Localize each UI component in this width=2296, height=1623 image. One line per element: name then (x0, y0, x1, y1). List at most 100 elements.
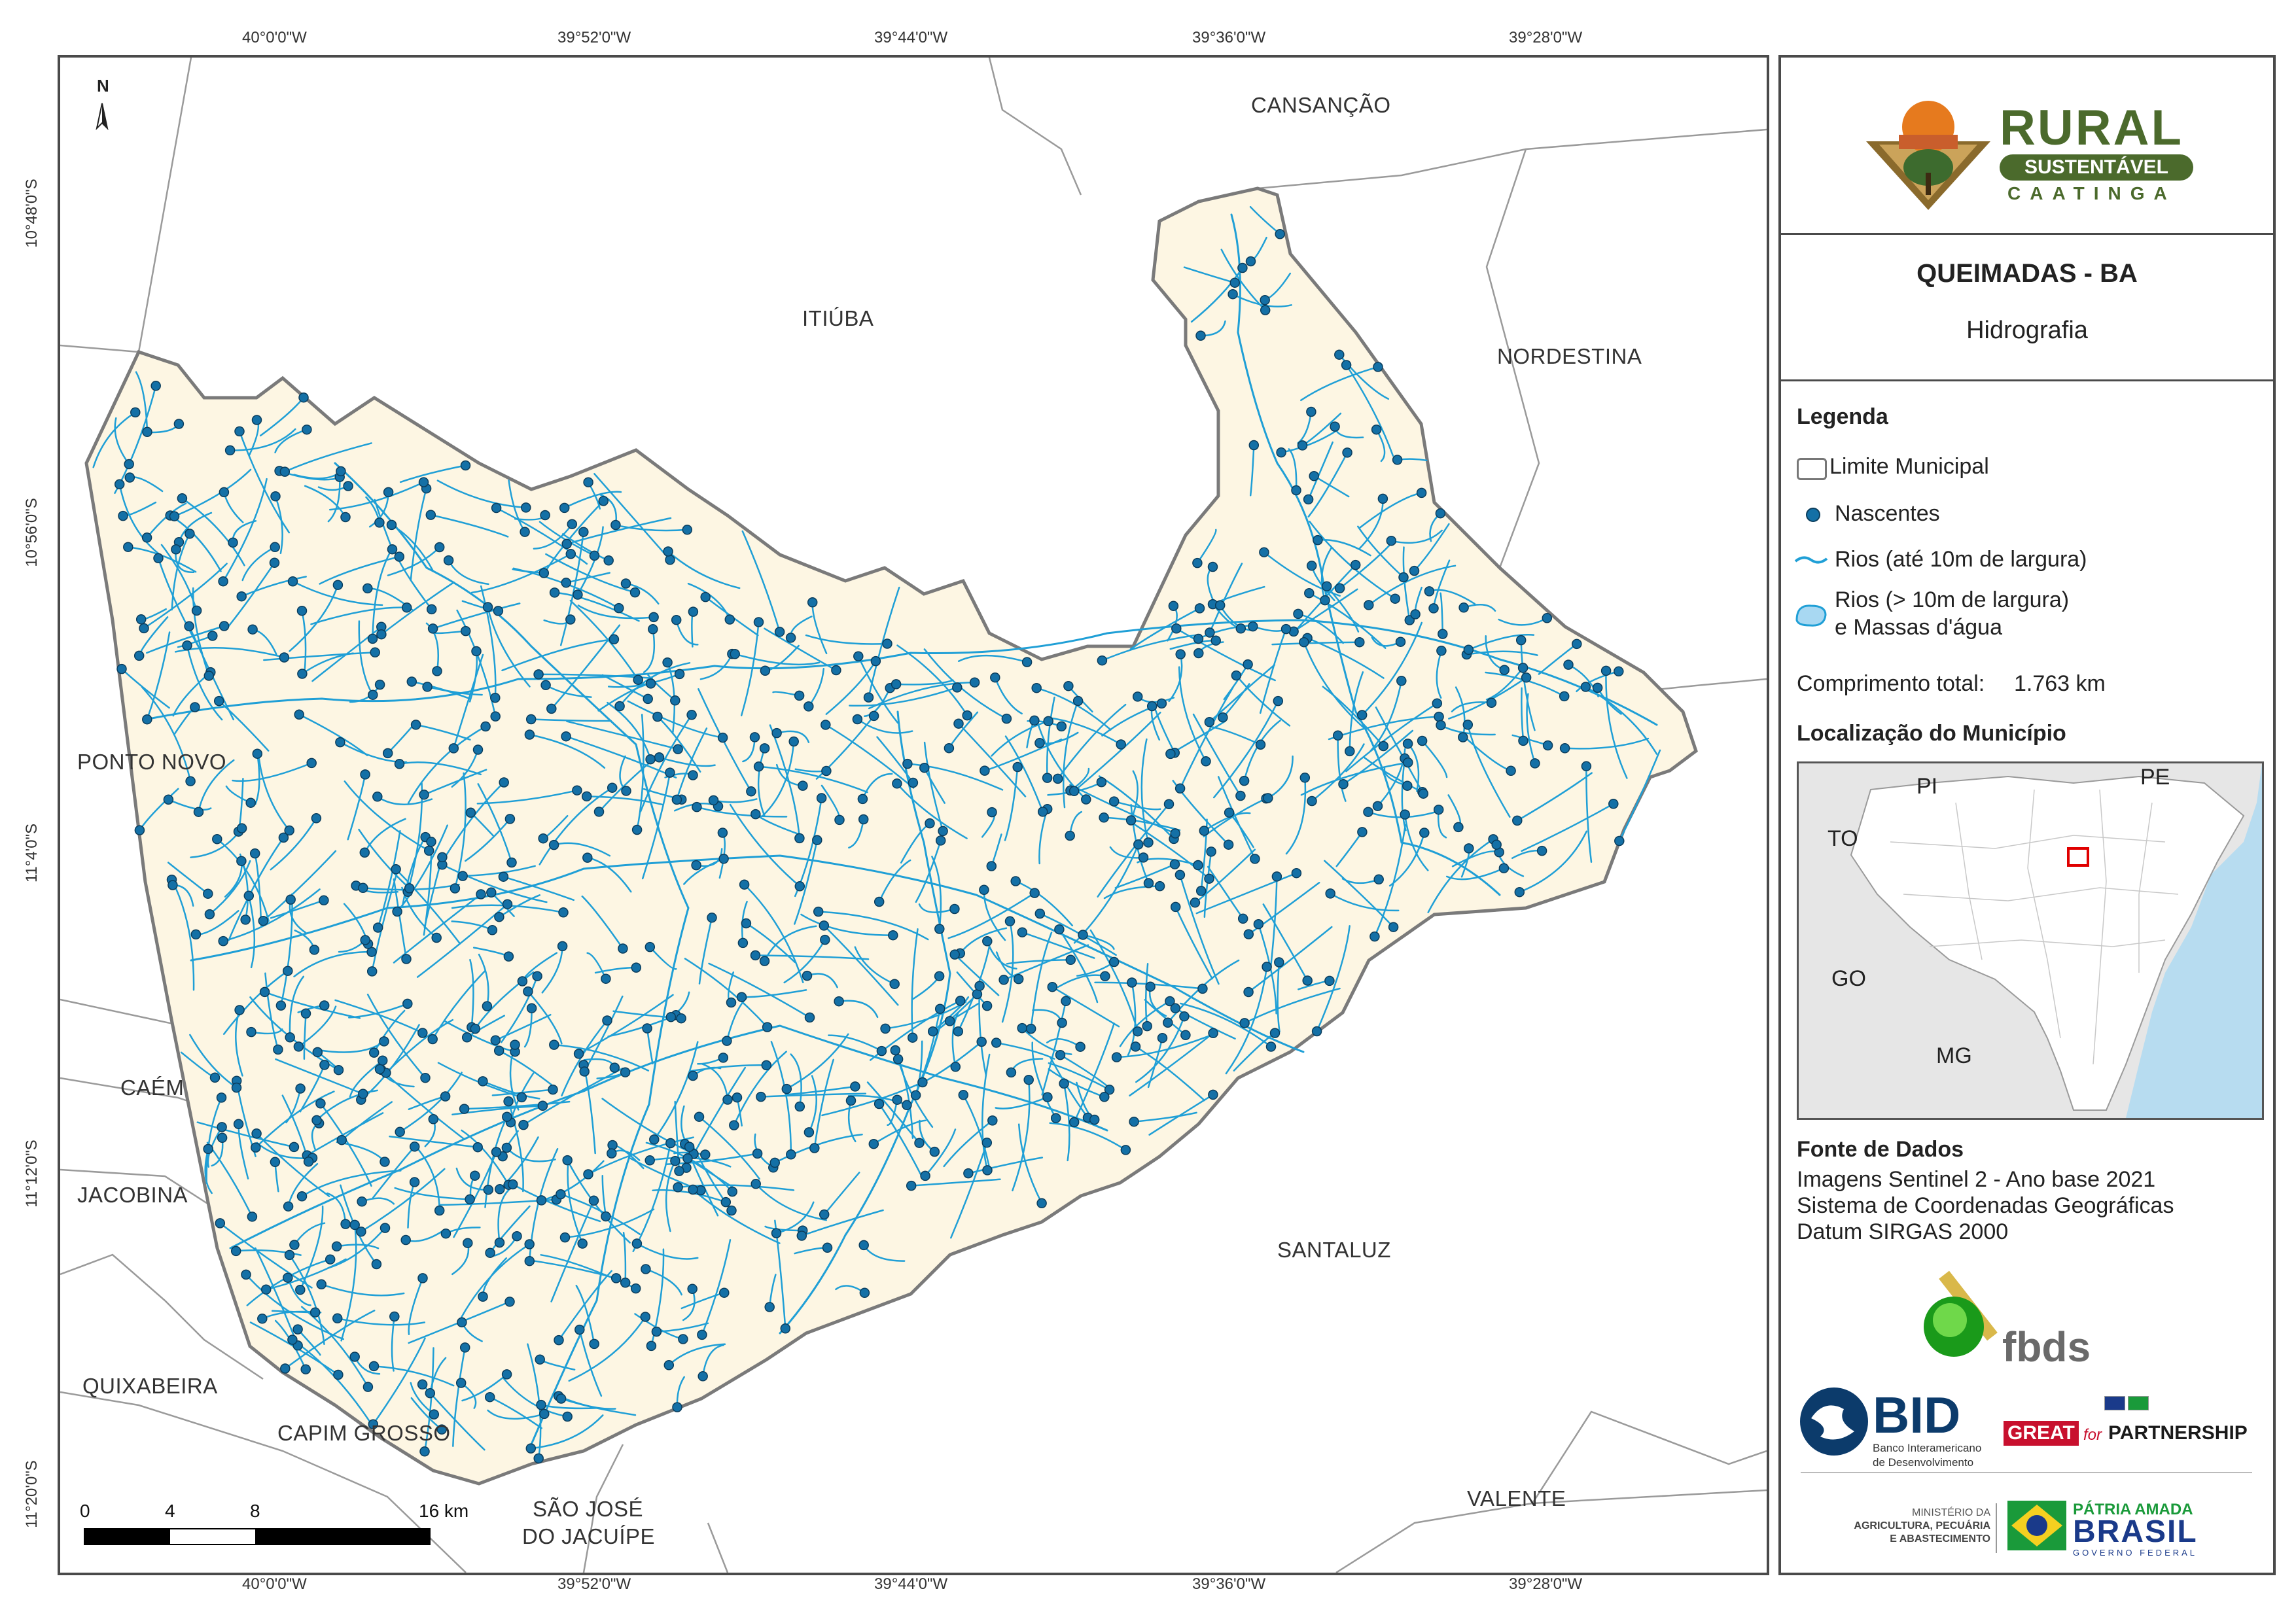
spring-point (476, 889, 486, 899)
spring-point (1334, 349, 1345, 360)
label-quixabeira: QUIXABEIRA (82, 1374, 218, 1398)
spring-point (1047, 981, 1058, 992)
spring-point (1089, 1114, 1100, 1125)
coord-bottom-1: 40°0'0"W (242, 1575, 307, 1593)
spring-point (163, 794, 174, 805)
spring-point (465, 807, 476, 818)
spring-point (478, 1076, 488, 1087)
river-tributary (567, 1160, 584, 1245)
spring-point (448, 743, 459, 754)
spring-point (583, 1169, 593, 1179)
bid-sub-1: Banco Interamericano (1873, 1442, 1982, 1454)
spring-point (217, 1132, 228, 1143)
spring-point (774, 627, 785, 637)
river-tributary (951, 1011, 959, 1068)
river-tributary (684, 958, 768, 1028)
river-main (229, 1024, 1108, 1249)
river-tributary (1046, 716, 1122, 746)
river-tributary (344, 780, 430, 852)
river-tributary (1103, 816, 1181, 831)
river-tributary (1063, 1083, 1070, 1162)
spring-point (270, 1157, 281, 1168)
spring-point (620, 1067, 631, 1077)
spring-point (434, 1205, 445, 1216)
spring-point (1208, 1089, 1218, 1100)
spring-point (870, 655, 881, 667)
spring-point (1218, 712, 1228, 723)
river-tributary (1401, 758, 1407, 831)
river-tributary (1021, 931, 1095, 959)
spring-point (934, 924, 945, 934)
spring-point (1364, 600, 1374, 610)
spring-point (688, 770, 698, 780)
spring-point (762, 1022, 773, 1032)
spring-point (1402, 739, 1413, 749)
spring-point (633, 674, 643, 685)
spring-point (1208, 1028, 1218, 1039)
spring-point (391, 864, 401, 875)
river-tributary (995, 1096, 1049, 1109)
coord-top-2: 39°52'0"W (557, 29, 631, 46)
uk-flag-icon (2104, 1396, 2125, 1410)
spring-point (1057, 1017, 1067, 1028)
spring-point (270, 542, 280, 553)
spring-point (540, 680, 551, 691)
river-tributary (222, 478, 268, 582)
river-tributary (878, 1103, 922, 1176)
river-tributary (764, 627, 838, 671)
spring-point (520, 527, 530, 537)
spring-point (1398, 572, 1409, 583)
spring-point (1499, 665, 1510, 675)
spring-point (1031, 682, 1042, 693)
spring-point (1275, 229, 1285, 239)
spring-point (1416, 487, 1427, 498)
spring-point (1168, 601, 1179, 612)
fbds-label: fbds (2002, 1323, 2091, 1370)
river-tributary (1307, 451, 1349, 518)
river-tributary (465, 818, 511, 862)
spring-point (1304, 587, 1315, 599)
spring-point (1097, 655, 1108, 666)
river-tributary (1618, 749, 1661, 842)
spring-point (169, 511, 180, 521)
river-tributary (228, 837, 285, 941)
spring-point (1435, 508, 1446, 519)
river-tributary (1135, 1015, 1186, 1083)
river-tributary (587, 1136, 694, 1176)
spring-point (486, 887, 497, 898)
river-tributary (1309, 521, 1396, 600)
label-capim-grosso: CAPIM GROSSO (277, 1421, 451, 1445)
spring-point (670, 695, 680, 706)
spring-point (1163, 799, 1174, 809)
scale-label-4: 4 (165, 1501, 175, 1521)
river-tributary (1041, 1000, 1067, 1096)
spring-point (309, 945, 320, 955)
spring-point (1157, 1032, 1168, 1043)
spring-point (1078, 930, 1088, 940)
river-tributary (512, 1183, 601, 1223)
river-tributary (1300, 366, 1379, 402)
river-tributary (1277, 961, 1280, 1033)
map-frame[interactable]: N CANSANÇÃO ITIÚBA NORDESTINA PONTO NOVO… (58, 55, 1769, 1575)
river-tributary (817, 911, 929, 941)
spring-point (671, 794, 682, 805)
spring-point (944, 742, 955, 754)
spring-point (589, 1338, 599, 1350)
river-tributary (983, 889, 1006, 941)
spring-point (1010, 876, 1021, 886)
spring-point (1043, 716, 1053, 727)
map-canvas[interactable] (60, 58, 1767, 1573)
spring-point (311, 1115, 322, 1126)
spring-point (581, 791, 592, 802)
river-tributary (198, 759, 235, 813)
coord-left-4: 11°12'0"S (23, 1140, 41, 1208)
spring-point (1100, 971, 1110, 982)
spring-point (1190, 898, 1201, 908)
river-tributary (1345, 702, 1438, 773)
spring-point (739, 879, 750, 890)
river-tributary (415, 724, 471, 741)
river-tributary (658, 756, 716, 767)
spring-point (358, 1089, 368, 1099)
legend-limite-label: Limite Municipal (1829, 454, 1989, 479)
spring-point (1013, 973, 1024, 985)
